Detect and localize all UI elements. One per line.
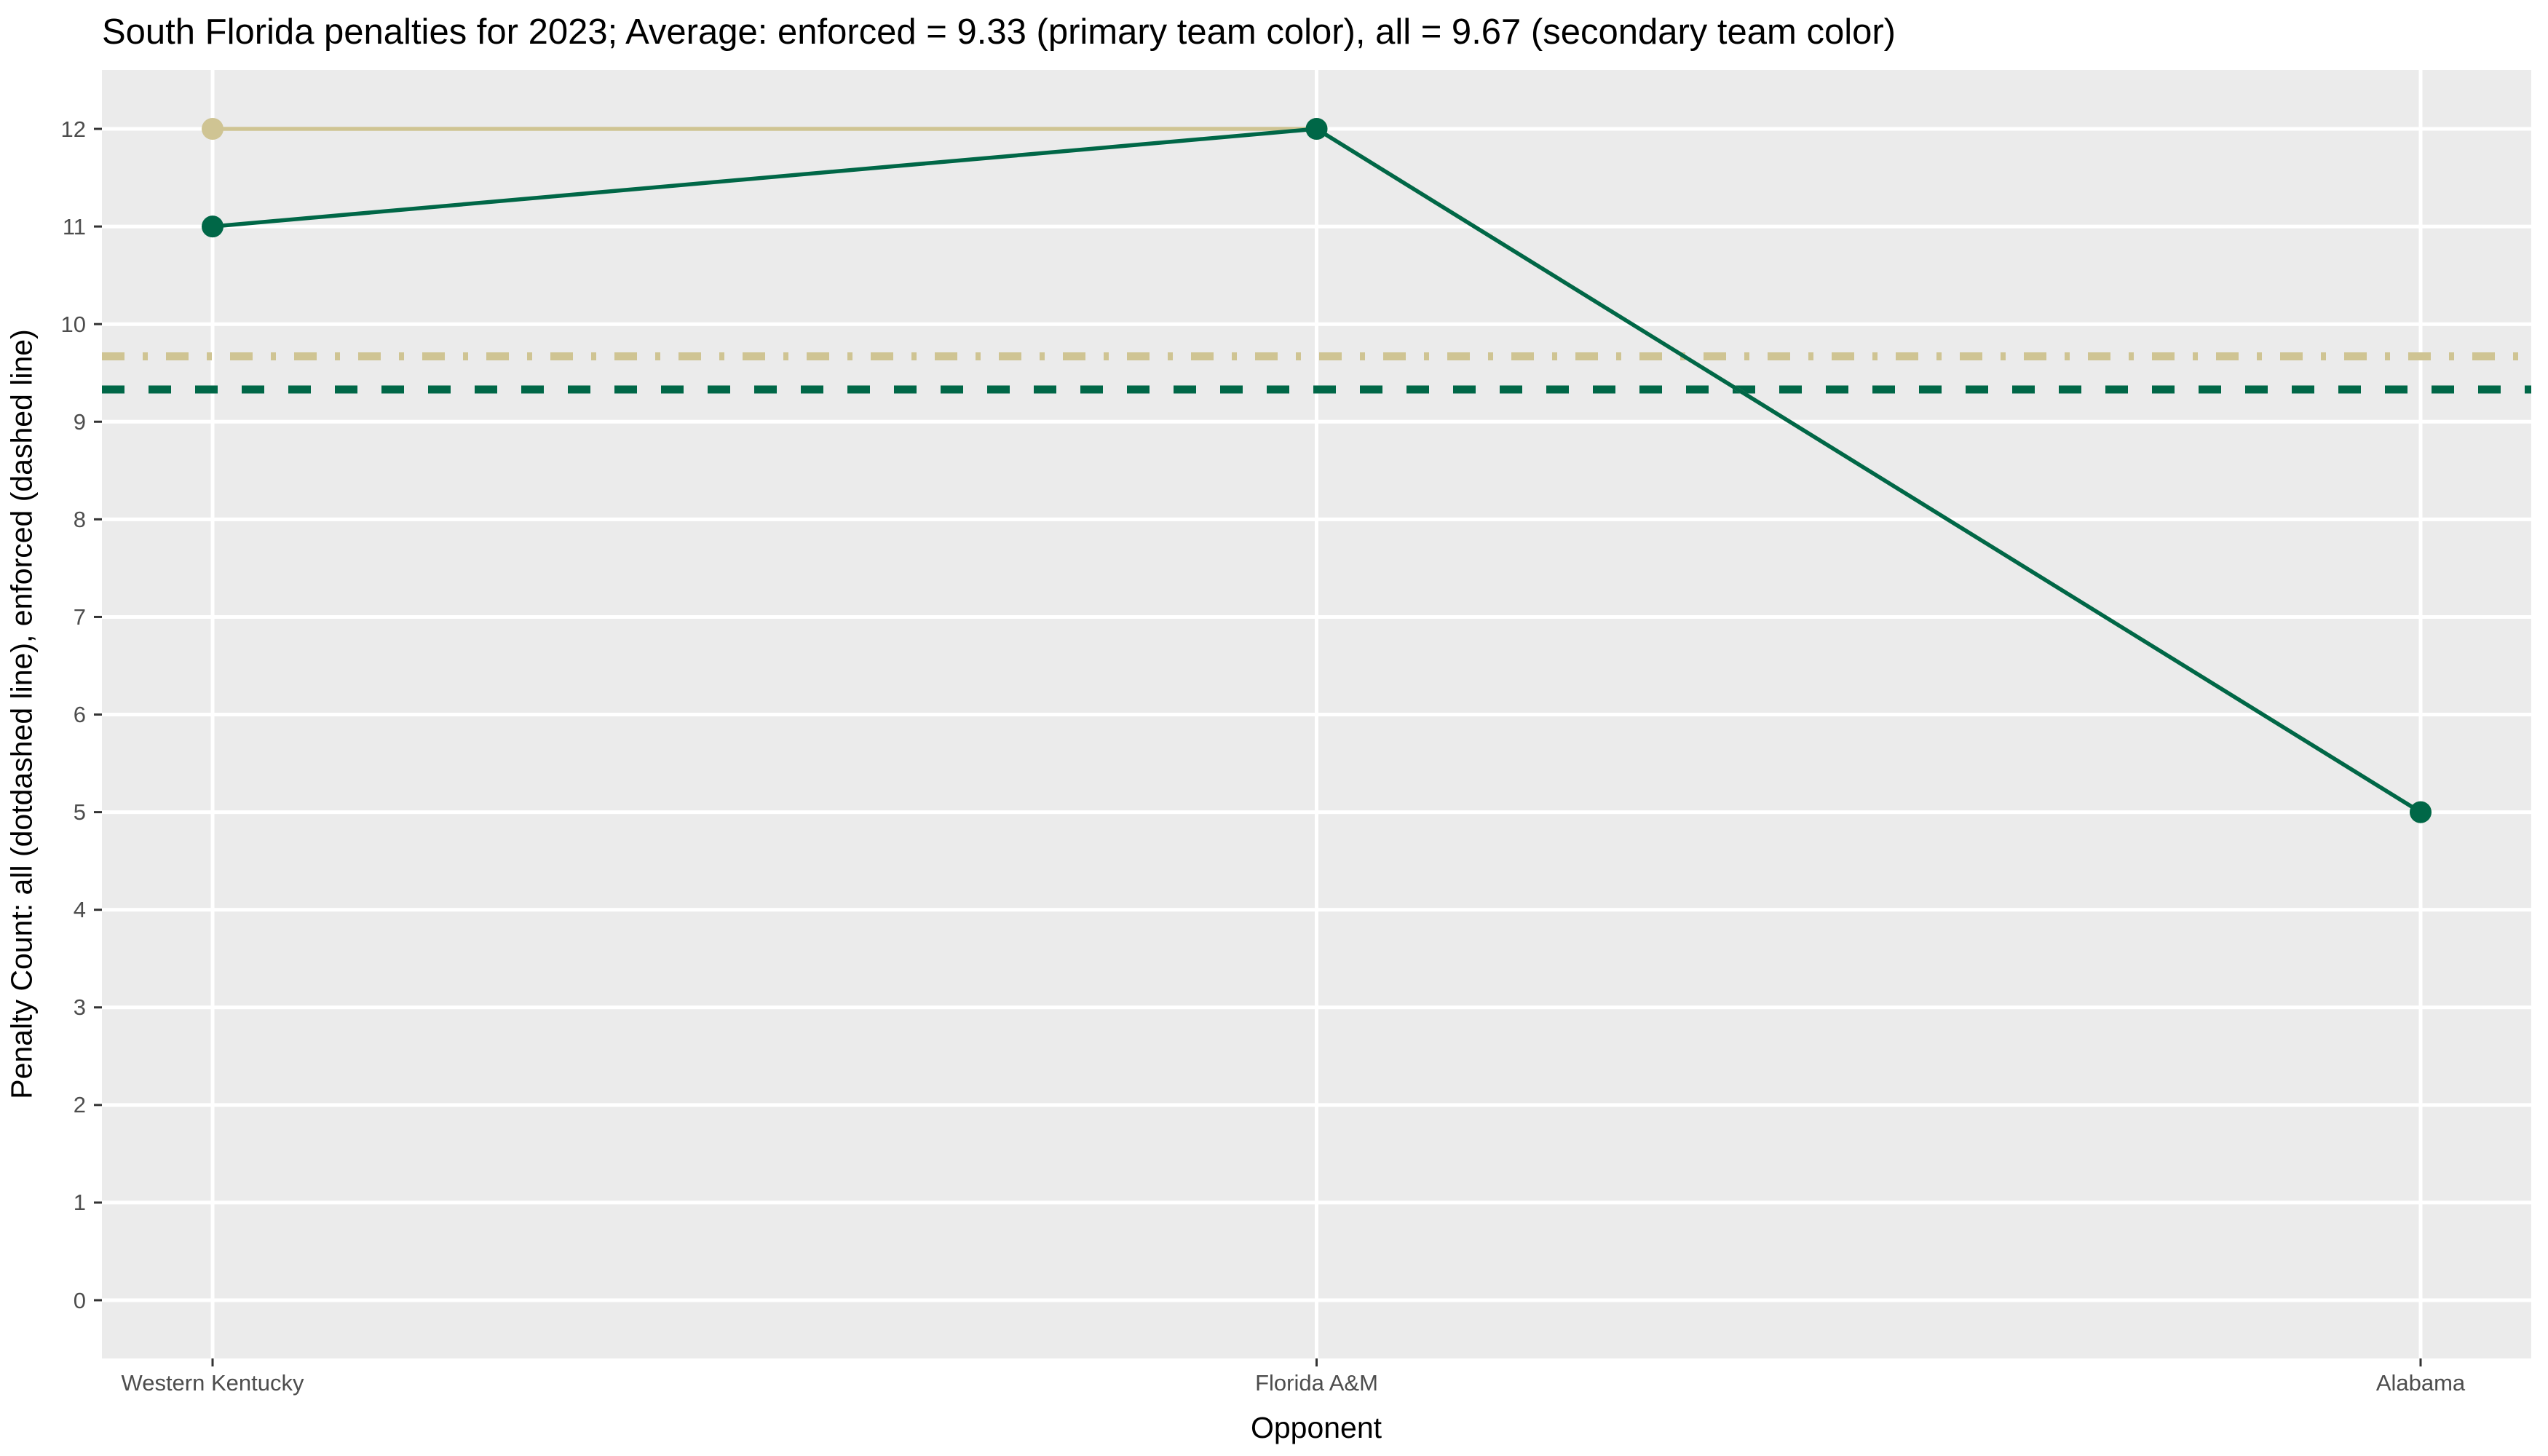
- y-tick-label: 5: [73, 799, 86, 826]
- data-point-enforced: [1305, 118, 1328, 141]
- y-tick-label: 12: [60, 116, 86, 142]
- y-tick-label: 8: [73, 506, 86, 532]
- data-point-enforced: [202, 215, 223, 238]
- chart-title: South Florida penalties for 2023; Averag…: [102, 12, 1896, 52]
- y-tick-label: 2: [73, 1092, 86, 1118]
- y-tick-label: 10: [60, 311, 86, 337]
- x-tick-label: Florida A&M: [1255, 1370, 1378, 1396]
- x-axis-title: Opponent: [1250, 1411, 1382, 1444]
- y-tick-label: 9: [73, 408, 86, 435]
- y-tick-label: 0: [73, 1287, 86, 1313]
- y-tick-label: 11: [62, 213, 86, 240]
- y-tick-label: 7: [73, 604, 86, 630]
- y-tick-label: 3: [73, 994, 86, 1021]
- y-axis-title: Penalty Count: all (dotdashed line), enf…: [4, 329, 39, 1099]
- y-tick-label: 4: [73, 897, 86, 923]
- y-tick-label: 1: [73, 1190, 86, 1216]
- y-tick-label: 6: [73, 702, 86, 728]
- data-point-enforced: [2410, 801, 2432, 823]
- data-point-all: [202, 118, 223, 141]
- x-tick-label: Alabama: [2375, 1370, 2466, 1396]
- x-tick-label: Western Kentucky: [121, 1370, 304, 1396]
